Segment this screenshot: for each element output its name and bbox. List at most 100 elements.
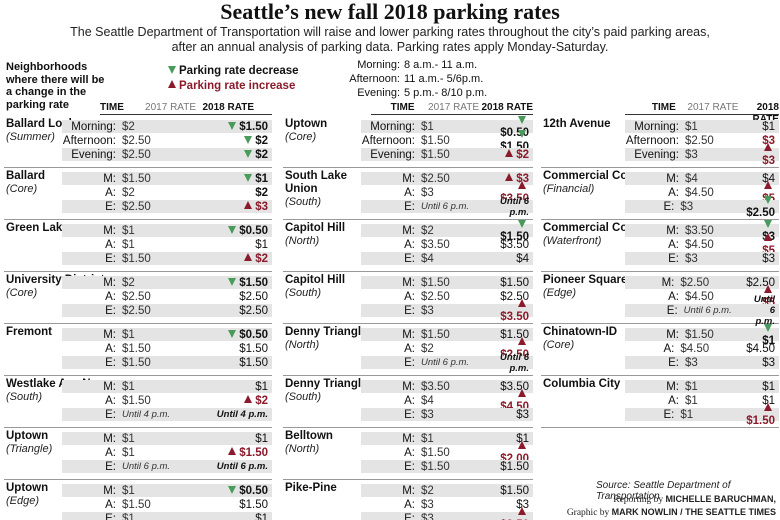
- rate-2017: $1: [122, 224, 135, 237]
- rate-row: Morning: $1 $1: [625, 120, 779, 133]
- time-label: M:: [103, 432, 116, 445]
- rate-row: A: $1.50 $2.00: [361, 440, 533, 465]
- rate-2018: $1.50: [194, 499, 272, 511]
- neighborhood-subarea: (North): [285, 443, 320, 455]
- rate-2017: $1: [122, 484, 135, 497]
- rate-row: Afternoon: $2.50 $3: [625, 134, 779, 147]
- triangle-down-icon: [764, 323, 772, 332]
- neighborhood-subarea: (Financial): [543, 183, 595, 195]
- rate-2018-value: $0.50: [239, 224, 268, 237]
- rate-2017: $2.50: [122, 200, 151, 213]
- time-label: Evening:: [634, 148, 679, 161]
- rate-2017: $3: [421, 408, 434, 421]
- rate-row: E: $3 $3: [625, 252, 779, 265]
- rate-row: A: $1 $1.50: [62, 446, 272, 459]
- rate-2018-value: Until 6 p.m.: [753, 294, 775, 327]
- rate-row: E: $3 $3.50: [361, 506, 533, 520]
- rate-2017: $4: [685, 172, 698, 185]
- neighborhood-block: Pioneer Square (Edge) M: $2.50 $2.50 A: $4.50 $…: [541, 272, 779, 327]
- time-label: A:: [404, 238, 415, 251]
- rate-row: E: $2.50 $2.50: [62, 304, 272, 317]
- header-2017-rate: 2017 RATE: [687, 102, 739, 113]
- triangle-down-icon: [244, 149, 253, 158]
- rate-row: A: $3.50 $3.50: [361, 238, 533, 251]
- triangle-up-icon: [764, 284, 772, 293]
- rate-2018: Until 6 p.m.: [493, 196, 533, 218]
- time-label: E:: [105, 356, 116, 369]
- time-label: A:: [105, 498, 116, 511]
- rate-row: A: $2 $2: [62, 186, 272, 199]
- time-label: E:: [668, 252, 679, 265]
- rate-2017: Until 4 p.m.: [122, 409, 171, 420]
- neighborhood-block: Green Lake M: $1 $0.50 A: $1 $1 E: $1.50 $2: [4, 220, 272, 272]
- rate-2018: $1: [194, 381, 272, 393]
- time-label: A:: [404, 446, 415, 459]
- rate-2018-value: $1.50: [500, 460, 529, 473]
- rate-2018-value: $1: [255, 512, 268, 520]
- rate-2018-value: $4: [516, 252, 529, 265]
- triangle-up-icon: [764, 180, 772, 189]
- rate-2018: Until 6 p.m.: [493, 352, 533, 374]
- rate-2017: $3: [421, 186, 434, 199]
- rate-2018-value: $3.50: [500, 238, 529, 251]
- rate-row: E: $4 $4: [361, 252, 533, 265]
- rate-row: E: Until 6 p.m. Until 6 p.m.: [625, 294, 779, 327]
- rate-2017: $1.50: [421, 276, 450, 289]
- rate-row: M: $2.50 $2.50: [625, 276, 779, 289]
- rate-2017: $1.50: [421, 134, 450, 147]
- rate-row: E: Until 6 p.m. Until 6 p.m.: [361, 196, 533, 218]
- time-label: A:: [404, 290, 415, 303]
- neighborhood-block: Uptown (Edge) M: $1 $0.50 A: $1.50 $1.50 E: $1 $1: [4, 480, 272, 520]
- triangle-up-icon: [764, 142, 772, 151]
- neighborhood-name: Ballard: [6, 170, 45, 182]
- rate-2018-value: $1: [762, 334, 775, 347]
- time-label: A:: [105, 394, 116, 407]
- rate-2018-value: $1.50: [500, 276, 529, 289]
- rate-row: E: $3 $3.50: [361, 298, 533, 323]
- triangle-down-icon: [518, 115, 526, 124]
- rate-row: M: $1 $0.50: [62, 224, 272, 237]
- rate-2018-value: $1.50: [746, 414, 775, 427]
- neighborhood-subarea: (South): [285, 391, 322, 403]
- rate-2018-value: $2.50: [239, 290, 268, 303]
- neighborhood-block: Columbia City M: $1 $1 A: $1 $1 E: $1 $1.50: [541, 376, 779, 428]
- neighborhood-block: Ballard Locks (Summer) Morning: $2 $1.50 Afte…: [4, 116, 272, 168]
- rate-2018-value: $3.50: [500, 519, 529, 520]
- rate-2017: $3: [421, 512, 434, 520]
- rate-2018-value: Until 6 p.m.: [499, 195, 529, 218]
- rate-2018: $4.50: [746, 343, 779, 355]
- rate-row: A: $1 $1: [62, 238, 272, 251]
- header-time: TIME: [651, 102, 676, 113]
- rate-2017: Until 6 p.m.: [122, 461, 171, 472]
- rate-2017: $1.50: [421, 148, 450, 161]
- time-label: E:: [105, 460, 116, 473]
- time-label: A:: [404, 342, 415, 355]
- time-label: A:: [105, 186, 116, 199]
- time-label: Morning:: [71, 120, 116, 133]
- neighborhood-block: Uptown (Core) Morning: $1 $0.50 Afternoon: $1.…: [283, 115, 533, 168]
- rate-2017: $1.50: [421, 446, 450, 459]
- rate-2018: $4: [493, 253, 533, 265]
- rate-row: M: $1 $1: [62, 380, 272, 393]
- rate-2017: $1: [421, 432, 434, 445]
- rate-2017: $4: [421, 394, 434, 407]
- time-label: M:: [103, 328, 116, 341]
- rate-2018-value: $2: [255, 148, 268, 161]
- triangle-up-icon: [505, 172, 514, 181]
- rate-row: M: $1 $1: [625, 380, 779, 393]
- rate-row: E: $1.50 $2: [62, 252, 272, 265]
- header-time: TIME: [390, 102, 415, 113]
- rate-2017: $1.50: [685, 328, 714, 341]
- triangle-down-icon: [244, 135, 253, 144]
- rate-2017: $1.50: [421, 328, 450, 341]
- rate-2018: $1: [757, 323, 779, 347]
- neighborhood-name: 12th Avenue: [543, 118, 611, 130]
- rate-row: Afternoon: $1.50 $1.50: [361, 129, 533, 153]
- time-label: A:: [105, 446, 116, 459]
- rate-2017: $1: [685, 394, 698, 407]
- rate-row: M: $1.50 $1.50: [361, 276, 533, 289]
- time-label: E:: [404, 408, 415, 421]
- header-2018-rate: 2018 RATE: [202, 102, 254, 113]
